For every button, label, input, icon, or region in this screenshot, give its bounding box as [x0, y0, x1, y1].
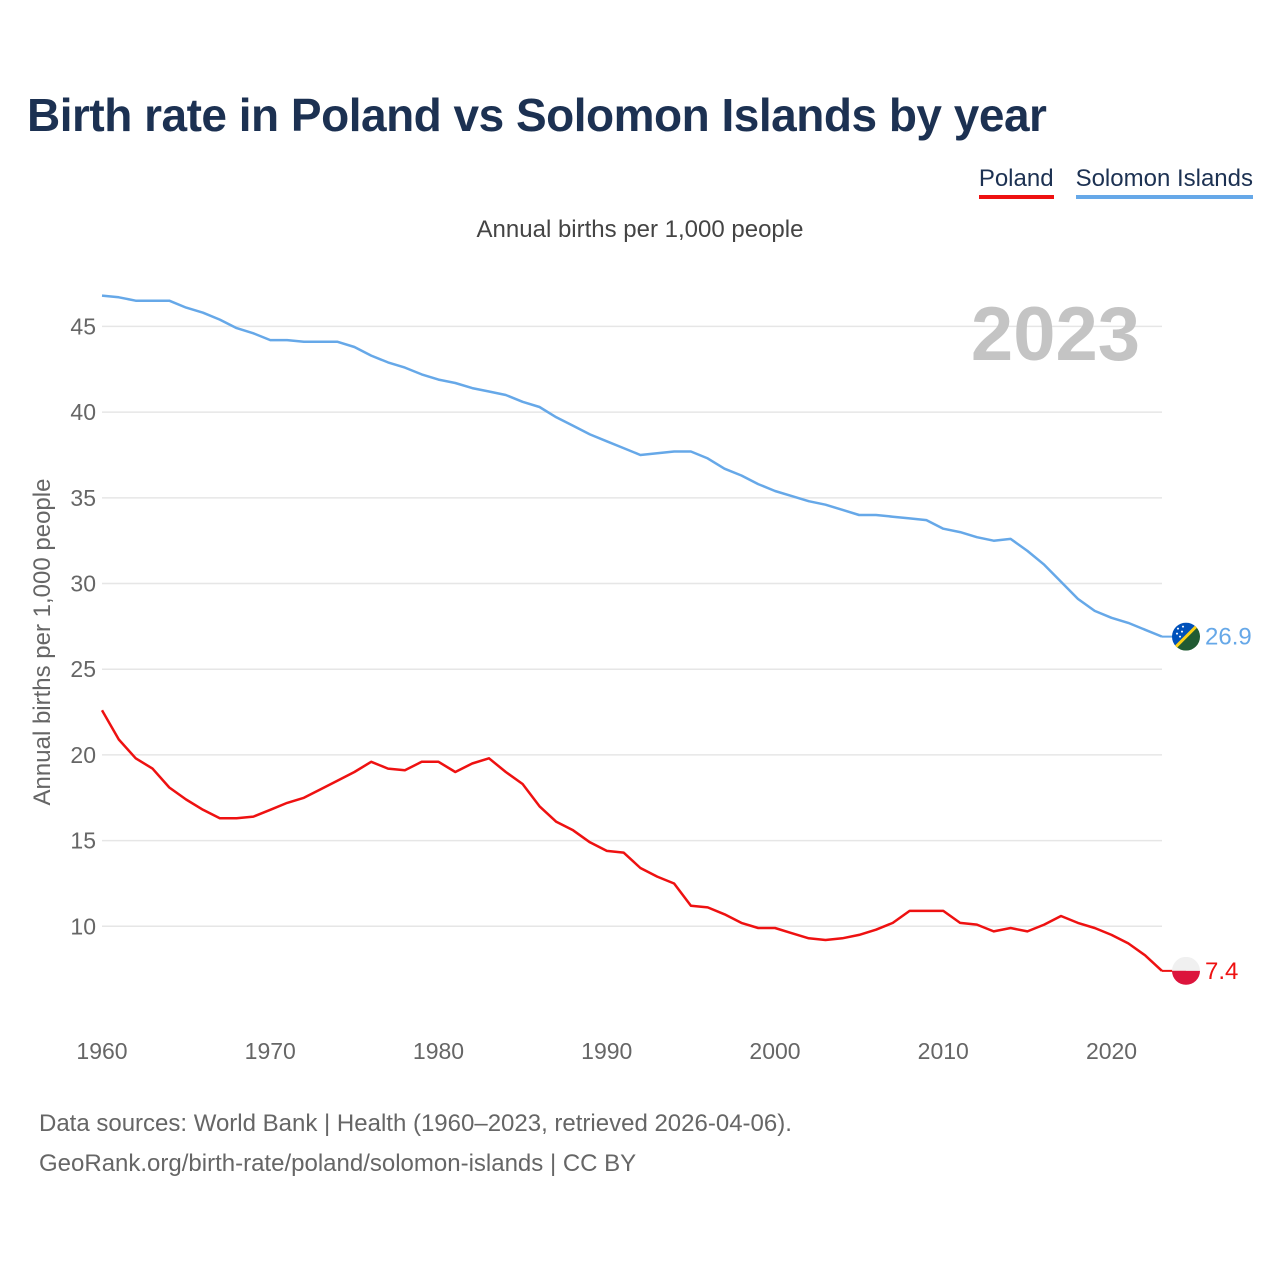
- x-tick-label-2000: 2000: [749, 1038, 800, 1064]
- x-tick-label-1990: 1990: [581, 1038, 632, 1064]
- x-tick-label-2010: 2010: [918, 1038, 969, 1064]
- y-tick-label-15: 15: [70, 828, 96, 854]
- legend: Poland Solomon Islands: [978, 165, 1253, 199]
- y-tick-label-30: 30: [70, 571, 96, 597]
- x-tick-label-1980: 1980: [413, 1038, 464, 1064]
- y-axis-label: Annual births per 1,000 people: [29, 479, 56, 806]
- y-axis-ticks: 10 15 20 25 30 35 40 45: [70, 313, 96, 939]
- series-line-poland[interactable]: [100, 709, 1163, 972]
- chart-title: Birth rate in Poland vs Solomon Islands …: [27, 89, 1047, 141]
- footer: Data sources: World Bank | Health (1960–…: [39, 1104, 792, 1184]
- x-tick-label-1960: 1960: [76, 1038, 127, 1064]
- y-tick-label-10: 10: [70, 913, 96, 939]
- source-url[interactable]: GeoRank.org/birth-rate/poland/solomon-is…: [39, 1150, 637, 1177]
- x-tick-label-2020: 2020: [1086, 1038, 1137, 1064]
- series-line-solomon-islands[interactable]: [101, 294, 1163, 638]
- x-tick-label-1970: 1970: [245, 1038, 296, 1064]
- y-tick-label-40: 40: [70, 399, 96, 425]
- y-tick-label-25: 25: [70, 656, 96, 682]
- legend-item-solomon-islands[interactable]: Solomon Islands: [1075, 165, 1253, 199]
- year-watermark: 2023: [971, 292, 1140, 377]
- plot-area: 10 15 20 25 30 35 40 45 1960 1970 1980 1990 2000 201…: [29, 292, 1252, 1064]
- legend-item-poland[interactable]: Poland: [978, 165, 1054, 199]
- chart-subtitle: Annual births per 1,000 people: [476, 216, 804, 243]
- flag-icon-solomon-islands: [1172, 622, 1200, 651]
- gridlines: [102, 325, 1162, 928]
- y-tick-label-20: 20: [70, 742, 96, 768]
- series-layer: [100, 294, 1163, 972]
- y-tick-label-35: 35: [70, 485, 96, 511]
- y-tick-label-45: 45: [70, 313, 96, 339]
- end-markers: 7.4 26.9: [1162, 622, 1252, 985]
- flag-icon-poland: [1172, 956, 1200, 985]
- x-axis-ticks: 1960 1970 1980 1990 2000 2010 2020: [76, 1038, 1137, 1064]
- end-value-label-solomon-islands: 26.9: [1205, 624, 1252, 651]
- end-value-label-poland: 7.4: [1205, 958, 1238, 985]
- data-sources: Data sources: World Bank | Health (1960–…: [39, 1110, 792, 1137]
